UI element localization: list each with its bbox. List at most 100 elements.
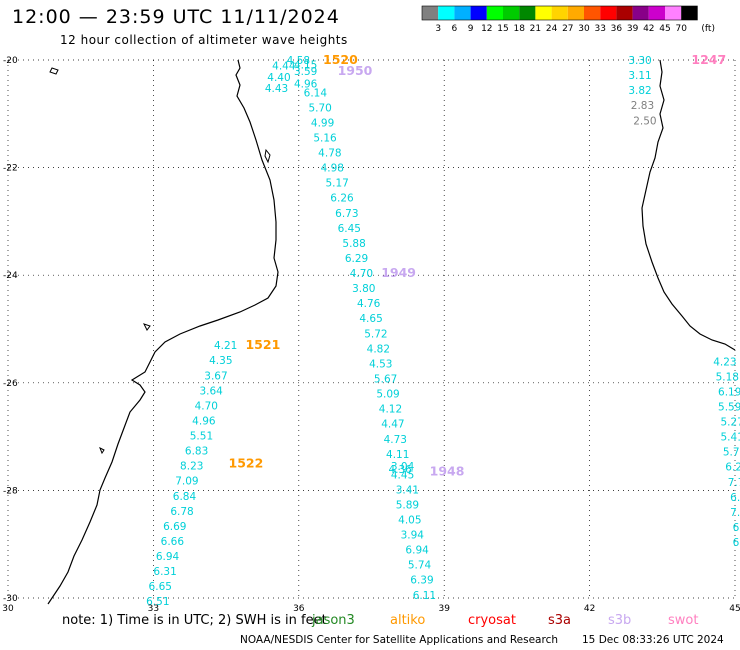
colorbar-swatch <box>681 6 698 20</box>
swh-value: 4.65 <box>359 313 382 325</box>
mission-label-jason3: jason3 <box>312 613 355 628</box>
swh-value: 5.18 <box>716 371 739 383</box>
pass-label: 1950 <box>338 63 373 78</box>
pass-label: 1948 <box>430 464 465 479</box>
swh-value: 4.12 <box>379 404 402 416</box>
swh-value: 4.73 <box>384 434 407 446</box>
swh-value: 4.44 <box>272 60 296 72</box>
swh-value: 3.04 <box>391 461 415 473</box>
colorbar-swatch <box>616 6 633 20</box>
swh-value: 6. <box>733 522 740 534</box>
track-1247: 3.30 3.11 3.82 2.83 2.50 1247 <box>628 52 726 127</box>
swh-value: 3.30 <box>628 55 651 67</box>
swh-value: 4.53 <box>369 358 392 370</box>
swh-value: 4.05 <box>398 514 421 526</box>
swh-value: 4.98 <box>321 163 344 175</box>
swh-value: 3.67 <box>204 370 227 382</box>
swh-value: 3.59 <box>294 66 317 78</box>
track-1948: 3.044.45 3.41 5.89 4.05 3.94 6.94 5.74 6.39 6.11… <box>391 461 465 602</box>
mission-label-cryosat: cryosat <box>468 613 516 628</box>
pass-label: 1520 <box>323 52 358 67</box>
track-1950: 1950 <box>338 63 373 78</box>
swh-value: 4.82 <box>367 343 390 355</box>
islet-3 <box>143 323 151 331</box>
track-east: 4.23 5.18 6.19 5.59 5.27 5.41 5.7 6.2 7.7 6. 7. 6. 6 <box>713 356 740 549</box>
swh-value: 8.23 <box>180 461 203 473</box>
swh-value: 4.40 <box>267 72 290 84</box>
swh-value: 5.67 <box>374 373 397 385</box>
swh-value: 6.26 <box>330 193 354 205</box>
swh-value: 3.80 <box>352 283 375 295</box>
generated-timestamp: 15 Dec 08:33:26 UTC 2024 <box>582 634 724 646</box>
swh-value: 3.41 <box>396 484 419 496</box>
colorbar-swatch <box>632 6 649 20</box>
credit-line: NOAA/NESDIS Center for Satellite Applica… <box>240 634 558 646</box>
footer-note: note: 1) Time is in UTC; 2) SWH is in fe… <box>62 613 327 628</box>
latitude-label: -30 <box>3 594 18 604</box>
wave-height-colorbar: 3 6 9 12 15 18 21 24 27 30 33 36 39 42 45 70 (ft) <box>421 5 715 34</box>
swh-value: 6.94 <box>156 551 180 563</box>
swh-value: 6.31 <box>153 566 176 578</box>
swh-value: 5.70 <box>308 102 331 114</box>
swh-value: 5.88 <box>342 238 365 250</box>
islet-2 <box>264 148 271 164</box>
swh-value: 2.83 <box>631 100 654 112</box>
mission-label-altiko: altiko <box>390 613 426 628</box>
longitude-label: 36 <box>293 604 305 614</box>
coastline <box>47 59 736 605</box>
swh-value: 4.11 <box>386 449 409 461</box>
altimeter-tracks: 4.584.154.443.59 4.40 4.96 4.43 6.14 5.70 4.99… <box>146 52 740 608</box>
swh-value: 7.7 <box>728 477 740 489</box>
swh-value: 7. <box>730 507 740 519</box>
swh-value: 6.66 <box>161 536 185 548</box>
swh-value: 6.2 <box>725 462 740 474</box>
swh-value: 4.23 <box>713 356 736 368</box>
swh-value: 6.94 <box>405 545 429 557</box>
swh-value: 5.09 <box>376 389 399 401</box>
swh-value: 4.15 <box>294 59 317 71</box>
islet-1 <box>49 67 59 75</box>
swh-value: 4.45 <box>391 469 414 481</box>
swh-value: 6.83 <box>185 446 208 458</box>
swh-value: 5.17 <box>325 178 348 190</box>
colorbar-unit: (ft) <box>701 24 715 34</box>
swh-value: 6.19 <box>718 386 740 398</box>
colorbar-frame <box>421 5 698 21</box>
colorbar-swatch <box>535 6 552 20</box>
colorbar-swatch <box>470 6 487 20</box>
madagascar-coastline <box>641 59 736 351</box>
swh-value: 4.36 <box>388 464 412 476</box>
mission-label-s3b: s3b <box>608 613 632 628</box>
swh-value: 6.69 <box>163 521 186 533</box>
colorbar-swatch <box>422 6 439 20</box>
swh-value: 4.70 <box>195 400 218 412</box>
swh-value: 6.11 <box>413 590 436 602</box>
map-title: 12:00 — 23:59 UTC 11/11/2024 <box>12 6 340 28</box>
colorbar-tick-label: 36 <box>611 24 623 34</box>
swh-value: 6.84 <box>173 491 197 503</box>
track-1949: 4.70 3.80 4.76 4.65 5.72 4.82 4.53 5.67 5.09 4.12… <box>350 265 416 476</box>
swh-value: 4.96 <box>294 79 318 91</box>
swh-value: 6.45 <box>338 223 361 235</box>
colorbar-swatch <box>486 6 503 20</box>
swh-value: 6 <box>733 537 740 549</box>
swh-value: 4.78 <box>318 148 341 160</box>
mission-label-s3a: s3a <box>548 613 572 628</box>
colorbar-tick-label: 30 <box>578 24 590 34</box>
pass-label: 1521 <box>245 337 280 352</box>
lat-lon-grid <box>7 59 736 599</box>
swh-value: 5.51 <box>190 431 213 443</box>
colorbar-tick-label: 70 <box>675 24 687 34</box>
swh-value: 6.39 <box>410 575 433 587</box>
longitude-labels: 30 33 36 39 42 45 <box>2 604 740 614</box>
mozambique-coastline <box>47 59 279 605</box>
colorbar-tick-label: 24 <box>546 24 558 34</box>
longitude-label: 42 <box>584 604 595 614</box>
track-1520: 4.584.154.443.59 4.40 4.96 4.43 6.14 5.70 4.99… <box>265 52 368 265</box>
latitude-labels: -20 -22 -24 -26 -28 -30 <box>3 56 18 604</box>
colorbar-tick-label: 42 <box>643 24 654 34</box>
swh-value: 6.29 <box>345 253 368 265</box>
colorbar-swatch <box>551 6 568 20</box>
swh-value: 5.41 <box>720 432 740 444</box>
